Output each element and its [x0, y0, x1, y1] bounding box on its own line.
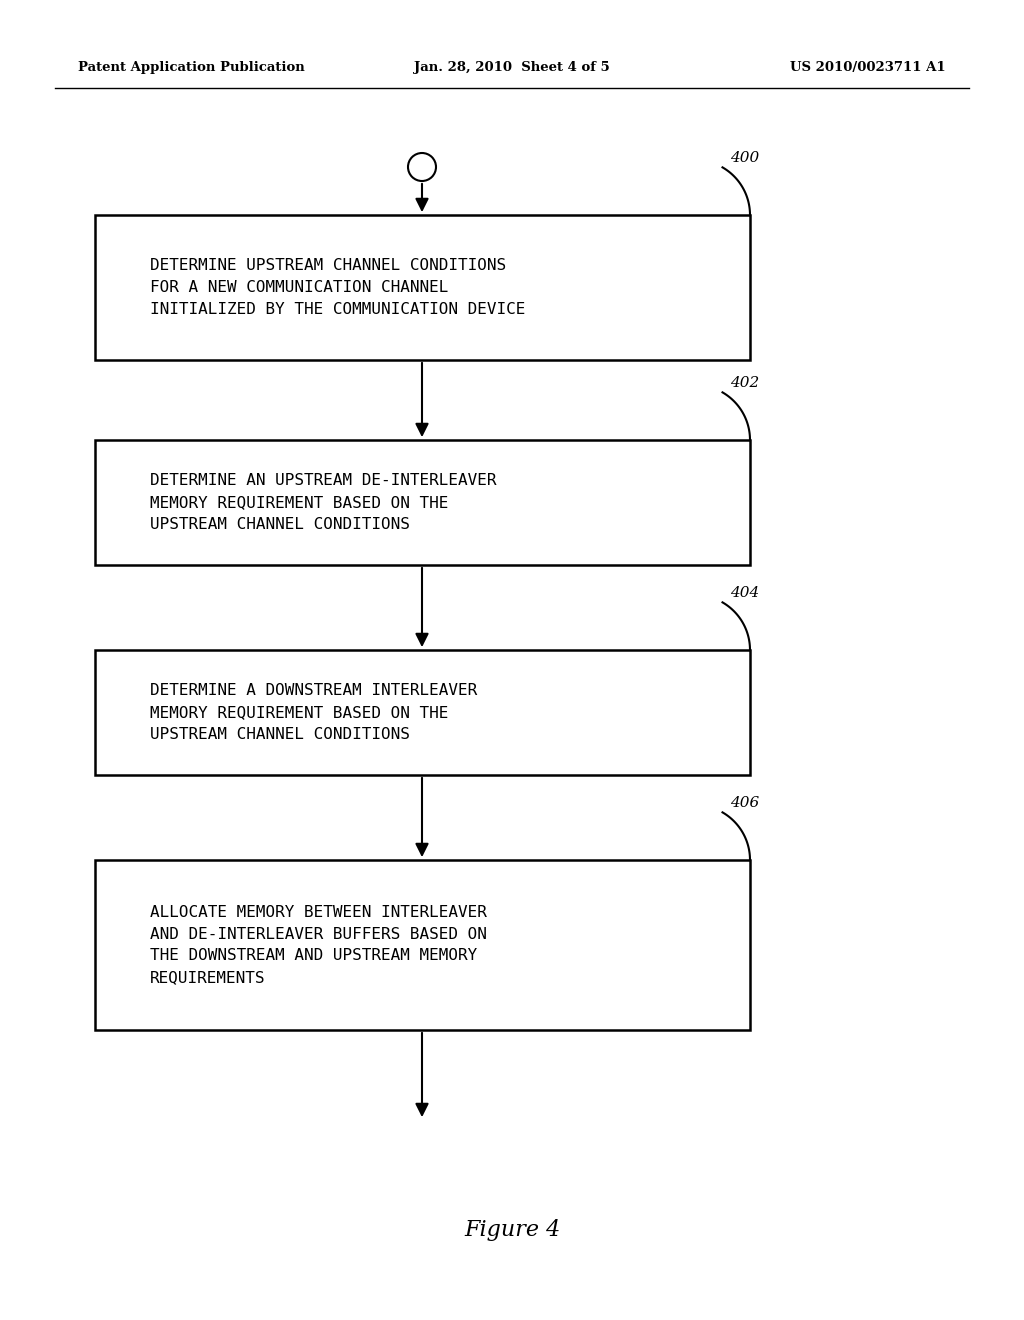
Text: ALLOCATE MEMORY BETWEEN INTERLEAVER
AND DE-INTERLEAVER BUFFERS BASED ON
THE DOWN: ALLOCATE MEMORY BETWEEN INTERLEAVER AND … [150, 906, 486, 985]
Bar [95, 440, 750, 565]
Text: 406: 406 [730, 796, 760, 810]
Circle shape [408, 153, 436, 181]
Bar [95, 861, 750, 1030]
Bar [95, 649, 750, 775]
Text: 402: 402 [730, 376, 760, 391]
Text: 404: 404 [730, 586, 760, 601]
Text: Figure 4: Figure 4 [464, 1218, 560, 1241]
Text: Jan. 28, 2010  Sheet 4 of 5: Jan. 28, 2010 Sheet 4 of 5 [414, 62, 610, 74]
Text: DETERMINE AN UPSTREAM DE-INTERLEAVER
MEMORY REQUIREMENT BASED ON THE
UPSTREAM CH: DETERMINE AN UPSTREAM DE-INTERLEAVER MEM… [150, 474, 497, 532]
Text: DETERMINE UPSTREAM CHANNEL CONDITIONS
FOR A NEW COMMUNICATION CHANNEL
INITIALIZE: DETERMINE UPSTREAM CHANNEL CONDITIONS FO… [150, 259, 525, 317]
Text: Patent Application Publication: Patent Application Publication [78, 62, 305, 74]
Bar [95, 215, 750, 360]
Text: 400: 400 [730, 152, 760, 165]
Text: DETERMINE A DOWNSTREAM INTERLEAVER
MEMORY REQUIREMENT BASED ON THE
UPSTREAM CHAN: DETERMINE A DOWNSTREAM INTERLEAVER MEMOR… [150, 684, 477, 742]
Text: US 2010/0023711 A1: US 2010/0023711 A1 [791, 62, 946, 74]
